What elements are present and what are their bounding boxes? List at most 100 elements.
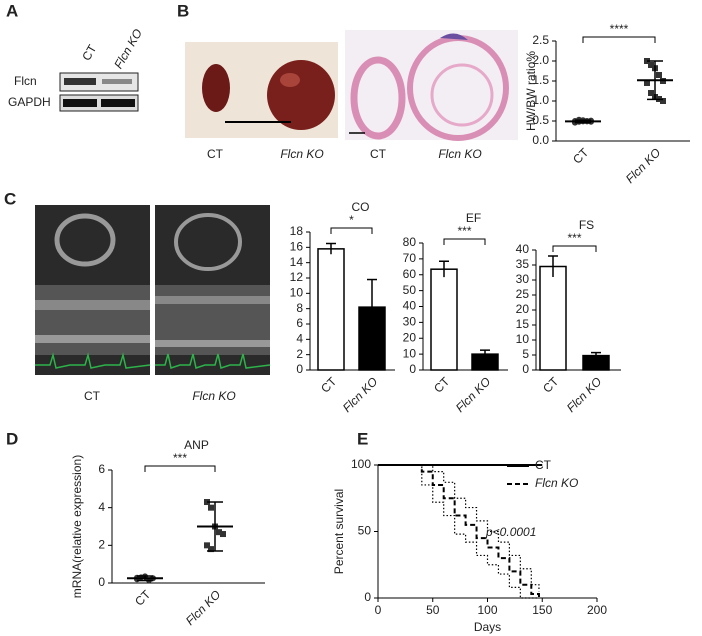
blot-column-label: Flcn KO (111, 27, 145, 72)
x-tick-label: 100 (477, 603, 497, 617)
y-tick-label: 50 (358, 524, 372, 538)
significance-label: *** (457, 224, 471, 238)
bar (539, 265, 567, 371)
y-tick-label: 1.0 (532, 93, 549, 107)
y-tick-label: 60 (403, 267, 417, 281)
y-tick-label: 10 (403, 346, 417, 360)
y-tick-label: 0 (522, 362, 529, 376)
x-tick-label: Flcn KO (453, 374, 494, 415)
x-tick-label: 150 (532, 603, 552, 617)
y-tick-label: 100 (351, 457, 371, 471)
significance-label: **** (610, 22, 629, 36)
x-axis-label: Days (474, 620, 501, 634)
y-tick-label: 80 (403, 235, 417, 249)
y-tick-label: 5 (522, 347, 529, 361)
y-axis-label: mRNA(relative expression) (70, 455, 84, 598)
legend-label: Flcn KO (535, 476, 578, 490)
y-tick-label: 35 (516, 257, 530, 271)
y-tick-label: 6 (98, 462, 105, 476)
y-tick-label: 2 (98, 538, 105, 552)
y-axis-label: HW/BW ratio% (524, 51, 538, 131)
blot-column-label: CT (79, 42, 99, 63)
data-point (208, 504, 214, 511)
significance-bracket (330, 227, 373, 234)
significance-label: * (349, 213, 354, 227)
x-tick-label: Flcn KO (340, 374, 381, 415)
y-tick-label: 25 (516, 287, 530, 301)
chart-title: CO (352, 200, 370, 214)
y-tick-label: 15 (516, 317, 530, 331)
panel-letter: D (6, 429, 18, 448)
y-tick-label: 2 (296, 347, 303, 361)
blot-row-label: Flcn (14, 74, 37, 88)
panel-letter: B (177, 1, 189, 20)
x-tick-label: Flcn KO (564, 374, 605, 415)
data-point (204, 542, 210, 549)
y-tick-label: 30 (516, 272, 530, 286)
histology-image (345, 30, 518, 141)
data-point (220, 531, 226, 538)
y-tick-label: 12 (290, 270, 304, 284)
x-tick-label: 50 (426, 603, 440, 617)
y-tick-label: 0.5 (532, 113, 549, 127)
annotation: p<0.0001 (485, 525, 536, 539)
significance-label: *** (173, 451, 187, 465)
y-tick-label: 2.0 (532, 53, 549, 67)
image-caption: CT (207, 147, 224, 161)
y-tick-label: 8 (296, 301, 303, 315)
confidence-band (378, 464, 539, 599)
x-tick-label: Flcn KO (623, 145, 664, 186)
y-tick-label: 4 (296, 332, 303, 346)
image-caption: CT (84, 389, 101, 403)
x-tick-label: CT (540, 374, 562, 396)
y-tick-label: 20 (516, 302, 530, 316)
data-point (648, 90, 654, 96)
image-caption: Flcn KO (438, 147, 481, 161)
bar (358, 306, 386, 371)
y-tick-label: 0 (409, 362, 416, 376)
y-tick-label: 40 (403, 299, 417, 313)
significance-bracket (144, 465, 216, 472)
echo-image (35, 205, 271, 375)
blot-image (59, 72, 139, 112)
panel-letter: A (6, 1, 18, 20)
panel-letter: E (357, 429, 368, 448)
y-tick-label: 40 (516, 242, 530, 256)
y-tick-label: 14 (290, 255, 304, 269)
data-point (656, 72, 662, 78)
bar (582, 354, 610, 371)
x-tick-label: CT (318, 374, 340, 396)
y-tick-label: 50 (403, 283, 417, 297)
significance-label: *** (567, 231, 581, 245)
data-point (216, 529, 222, 536)
bar (471, 353, 499, 371)
data-point (660, 98, 666, 104)
y-tick-label: 30 (403, 315, 417, 329)
y-tick-label: 20 (403, 330, 417, 344)
y-tick-label: 0 (364, 590, 371, 604)
image-caption: Flcn KO (280, 147, 323, 161)
blot-row-label: GAPDH (8, 95, 51, 109)
data-point (208, 546, 214, 553)
y-tick-label: 70 (403, 251, 417, 265)
y-tick-label: 10 (516, 332, 530, 346)
image-caption: CT (370, 147, 387, 161)
y-tick-label: 18 (290, 224, 304, 238)
significance-bracket (443, 238, 486, 245)
survival-curve (378, 464, 540, 598)
y-tick-label: 16 (290, 240, 304, 254)
y-tick-label: 0 (296, 362, 303, 376)
x-tick-label: Flcn KO (183, 587, 224, 628)
x-tick-label: CT (570, 145, 592, 167)
x-tick-label: 0 (375, 603, 382, 617)
bar (430, 268, 458, 371)
data-point (644, 80, 650, 86)
y-tick-label: 1.5 (532, 73, 549, 87)
chart-title: EF (466, 211, 481, 225)
y-tick-label: 10 (290, 286, 304, 300)
y-tick-label: 4 (98, 500, 105, 514)
heart-photo (185, 42, 338, 138)
image-caption: Flcn KO (192, 389, 235, 403)
x-tick-label: 200 (587, 603, 607, 617)
